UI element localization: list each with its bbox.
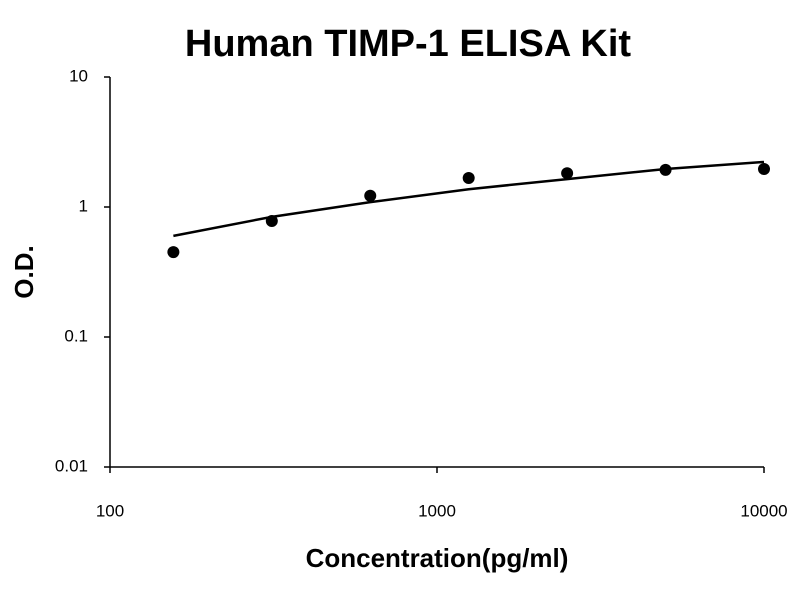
x-tick-label: 10000 xyxy=(740,501,787,520)
x-tick-label: 1000 xyxy=(418,501,456,520)
y-tick-label: 1 xyxy=(79,196,88,215)
data-point xyxy=(462,172,475,185)
chart-title: Human TIMP-1 ELISA Kit xyxy=(185,23,632,65)
data-point xyxy=(167,246,180,259)
data-point xyxy=(758,163,770,176)
y-tick-label: 10 xyxy=(69,66,88,85)
y-axis-label: O.D. xyxy=(9,245,39,298)
y-tick-label: 0.1 xyxy=(64,326,88,345)
fit-line xyxy=(173,160,765,238)
y-tick-label: 0.01 xyxy=(55,456,88,475)
x-axis-label: Concentration(pg/ml) xyxy=(306,543,569,573)
data-point xyxy=(364,189,377,202)
x-tick-label: 100 xyxy=(96,501,124,520)
data-point xyxy=(561,167,574,180)
